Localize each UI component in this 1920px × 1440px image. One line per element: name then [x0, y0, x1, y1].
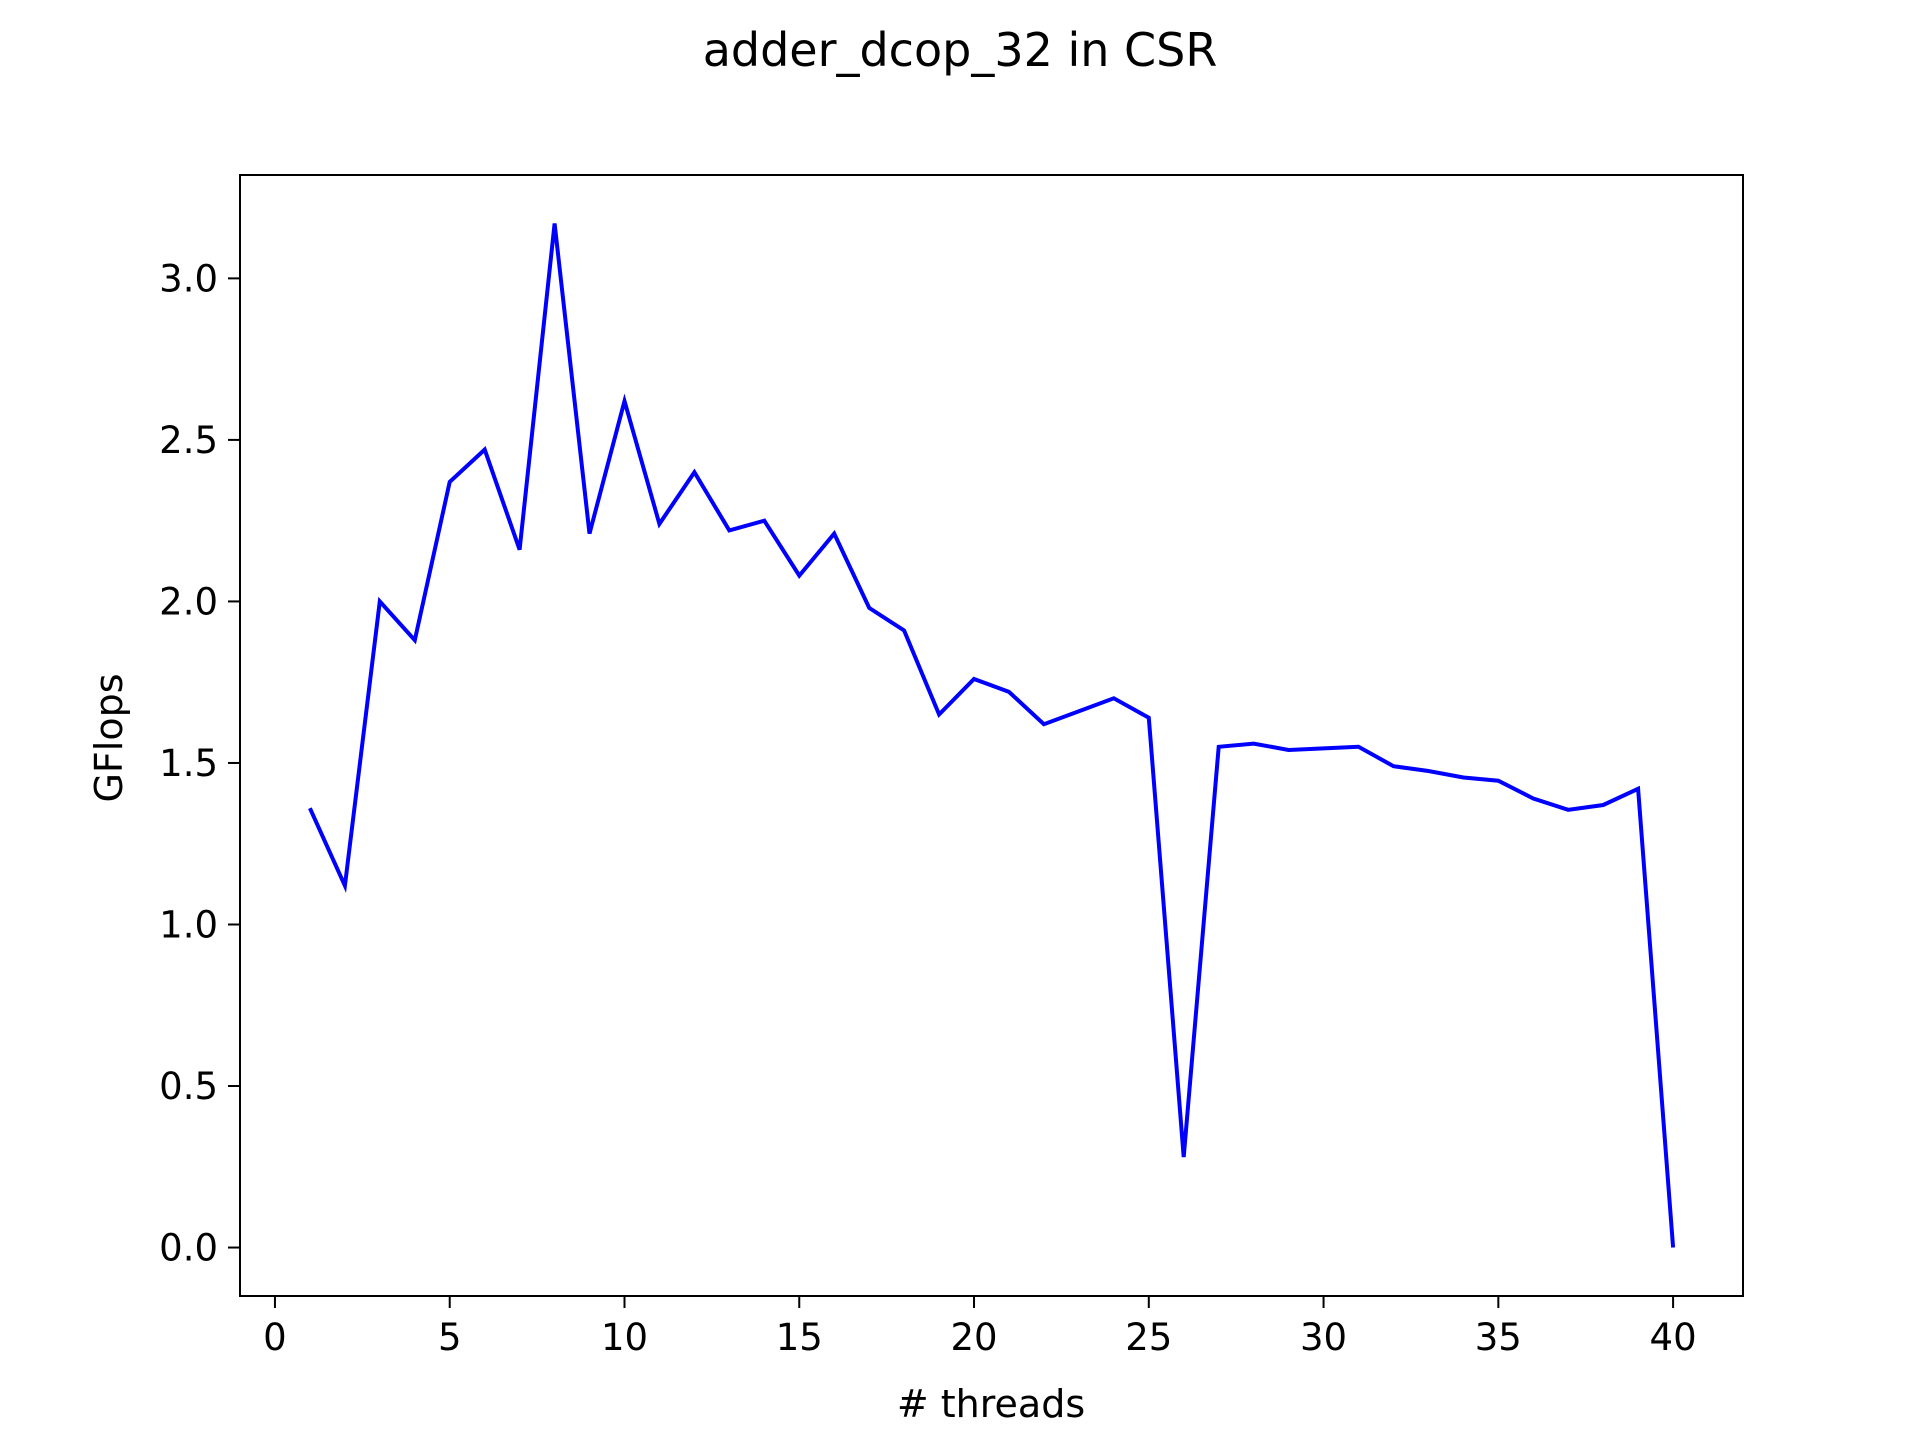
y-tick-label: 2.0: [159, 580, 218, 623]
x-tick-label: 40: [1650, 1316, 1697, 1359]
y-tick-label: 1.5: [159, 742, 218, 785]
y-tick-label: 0.5: [159, 1065, 218, 1108]
y-tick-label: 0.0: [159, 1227, 218, 1270]
plot-area-frame: [239, 174, 1744, 1297]
x-axis-label: # threads: [897, 1382, 1085, 1426]
x-tick-label: 10: [601, 1316, 648, 1359]
x-tick-label: 30: [1300, 1316, 1347, 1359]
x-axis: 0 5 10 15 20 25 30 35 40: [263, 1296, 1697, 1359]
y-axis: 0.0 0.5 1.0 1.5 2.0 2.5 3.0: [159, 257, 240, 1270]
x-tick-label: 20: [950, 1316, 997, 1359]
y-axis-label: GFlops: [87, 673, 131, 802]
series-line: [308, 223, 1676, 1248]
y-tick-label: 1.0: [159, 903, 218, 946]
x-tick-label: 5: [438, 1316, 462, 1359]
x-tick-label: 25: [1125, 1316, 1172, 1359]
x-tick-label: 15: [776, 1316, 823, 1359]
x-tick-label: 0: [263, 1316, 287, 1359]
chart-title: adder_dcop_32 in CSR: [703, 23, 1218, 77]
y-tick-label: 2.5: [159, 419, 218, 462]
x-tick-label: 35: [1475, 1316, 1522, 1359]
y-tick-label: 3.0: [159, 257, 218, 300]
